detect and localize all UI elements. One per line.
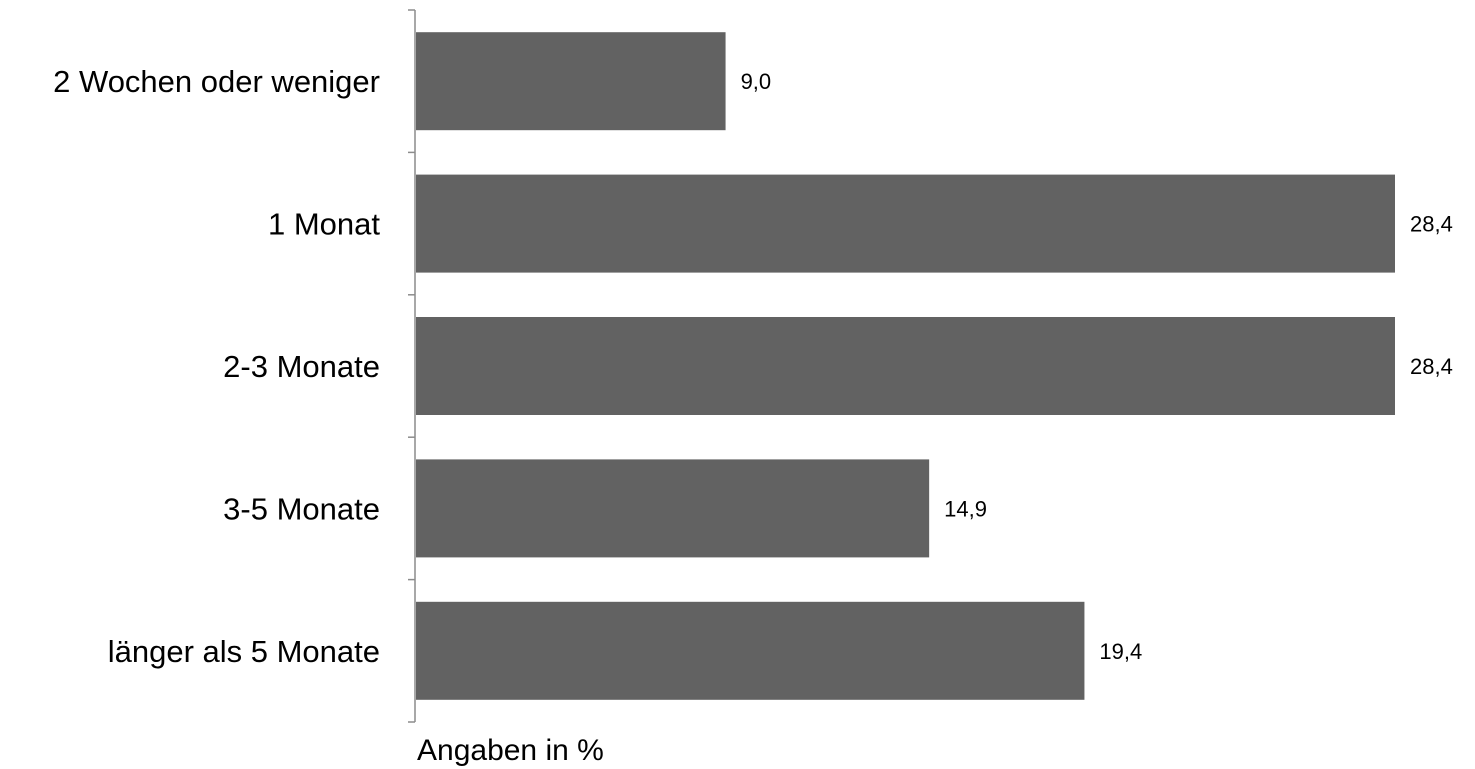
bar [416,317,1395,415]
bar [416,601,1085,700]
category-label: länger als 5 Monate [108,634,380,669]
data-label: 9,0 [741,69,772,94]
data-label: 28,4 [1410,212,1453,237]
bars [416,32,1395,700]
data-label: 28,4 [1410,354,1453,379]
bar [416,459,930,558]
category-label: 2-3 Monate [223,349,380,384]
x-axis-title: Angaben in % [417,734,604,767]
y-axis-ticks [408,9,415,723]
bar [416,32,726,131]
data-labels: 9,0 28,4 28,4 14,9 19,4 [741,69,1453,664]
category-label: 3-5 Monate [223,491,380,526]
data-label: 19,4 [1099,639,1142,664]
bar [416,174,1395,273]
data-label: 14,9 [944,496,987,521]
category-label: 2 Wochen oder weniger [53,64,380,99]
category-labels: 2 Wochen oder weniger 1 Monat 2-3 Monate 3-… [53,64,380,669]
category-label: 1 Monat [268,207,380,242]
